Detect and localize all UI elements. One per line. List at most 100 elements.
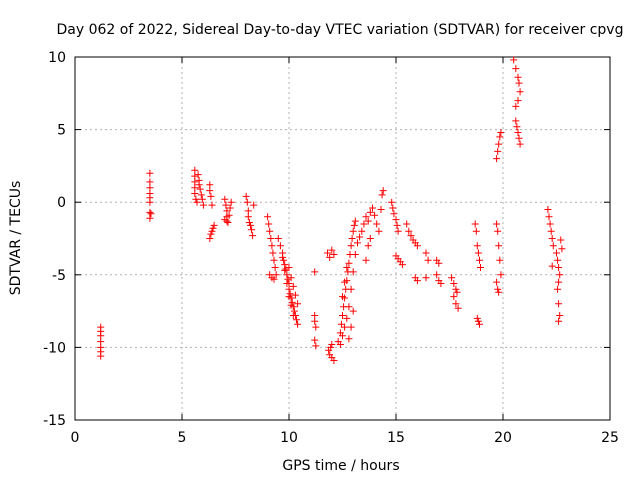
data-point — [287, 301, 295, 309]
data-point — [293, 316, 300, 324]
data-point — [513, 123, 521, 131]
data-point — [242, 192, 250, 200]
data-point — [413, 242, 421, 250]
data-point — [225, 211, 233, 219]
axis-ticks — [74, 56, 611, 421]
data-point — [311, 268, 319, 276]
data-point — [512, 65, 520, 73]
x-tick-label: 0 — [71, 430, 80, 446]
y-tick-label: -5 — [52, 268, 66, 284]
data-point — [287, 274, 295, 282]
data-point — [343, 264, 351, 271]
data-point — [207, 192, 215, 200]
data-point — [422, 249, 430, 257]
data-point — [345, 335, 353, 343]
data-point — [555, 278, 563, 286]
data-point — [379, 187, 387, 195]
data-point — [198, 195, 206, 203]
data-point — [474, 317, 482, 325]
data-point — [339, 332, 346, 340]
data-point — [516, 140, 524, 148]
data-point — [548, 262, 556, 270]
data-point — [268, 242, 276, 250]
data-point — [347, 285, 355, 293]
data-point — [279, 253, 287, 261]
data-point — [493, 278, 501, 286]
data-point — [394, 227, 402, 235]
data-point — [497, 271, 505, 279]
data-point — [284, 275, 292, 283]
data-point — [311, 317, 319, 325]
data-point — [435, 259, 443, 267]
data-points — [97, 56, 566, 364]
data-point — [369, 204, 376, 212]
y-tick-label: 5 — [57, 123, 66, 139]
data-point — [247, 221, 254, 229]
data-point — [339, 312, 346, 319]
data-point — [343, 314, 351, 322]
data-point — [373, 220, 381, 228]
data-point — [345, 259, 353, 267]
data-point — [285, 285, 293, 293]
y-tick-label: 0 — [57, 195, 66, 211]
data-point — [494, 285, 502, 293]
data-point — [327, 343, 335, 351]
data-point — [282, 265, 290, 273]
data-point — [403, 220, 411, 228]
data-point — [349, 268, 357, 276]
data-point — [250, 201, 258, 209]
data-point — [388, 198, 396, 206]
data-point — [243, 198, 251, 206]
y-tick-label: -10 — [43, 340, 66, 356]
data-point — [494, 227, 502, 235]
data-point — [349, 307, 357, 315]
data-point — [348, 235, 356, 242]
data-point — [389, 204, 397, 212]
data-point — [546, 220, 554, 228]
chart-title: Day 062 of 2022, Sidereal Day-to-day VTE… — [57, 22, 624, 38]
data-point — [345, 303, 353, 311]
data-point — [448, 274, 456, 282]
data-point — [281, 266, 289, 274]
data-point — [362, 213, 370, 221]
data-point — [291, 291, 299, 299]
data-point — [433, 271, 441, 279]
data-point — [545, 213, 553, 221]
data-point — [283, 271, 291, 279]
data-point — [226, 204, 234, 212]
data-point — [351, 251, 359, 258]
data-point — [328, 341, 336, 348]
data-point — [366, 208, 374, 216]
data-point — [515, 79, 523, 87]
data-point — [222, 201, 230, 209]
data-point — [265, 220, 273, 228]
data-point — [516, 88, 524, 96]
data-point — [512, 117, 520, 125]
data-point — [493, 220, 501, 228]
data-point — [245, 219, 253, 226]
data-point — [209, 224, 217, 232]
data-point — [474, 249, 482, 257]
data-point — [146, 214, 154, 222]
data-point — [371, 211, 379, 219]
data-point — [248, 226, 256, 234]
data-point — [422, 274, 430, 282]
y-tick-labels: -15 -10 -5 0 5 10 — [43, 50, 66, 429]
data-point — [208, 227, 216, 235]
data-point — [553, 249, 560, 257]
data-point — [452, 285, 460, 293]
data-point — [548, 235, 556, 242]
data-point — [413, 277, 421, 285]
data-point — [227, 198, 235, 206]
data-point — [290, 307, 298, 315]
data-point — [210, 221, 218, 229]
data-point — [493, 155, 501, 163]
data-point — [514, 97, 522, 105]
data-point — [267, 235, 275, 242]
data-point — [452, 300, 460, 308]
data-point — [450, 280, 458, 287]
data-point — [544, 206, 552, 213]
data-point — [476, 320, 483, 328]
x-tick-label: 25 — [601, 430, 619, 446]
data-point — [398, 261, 406, 269]
